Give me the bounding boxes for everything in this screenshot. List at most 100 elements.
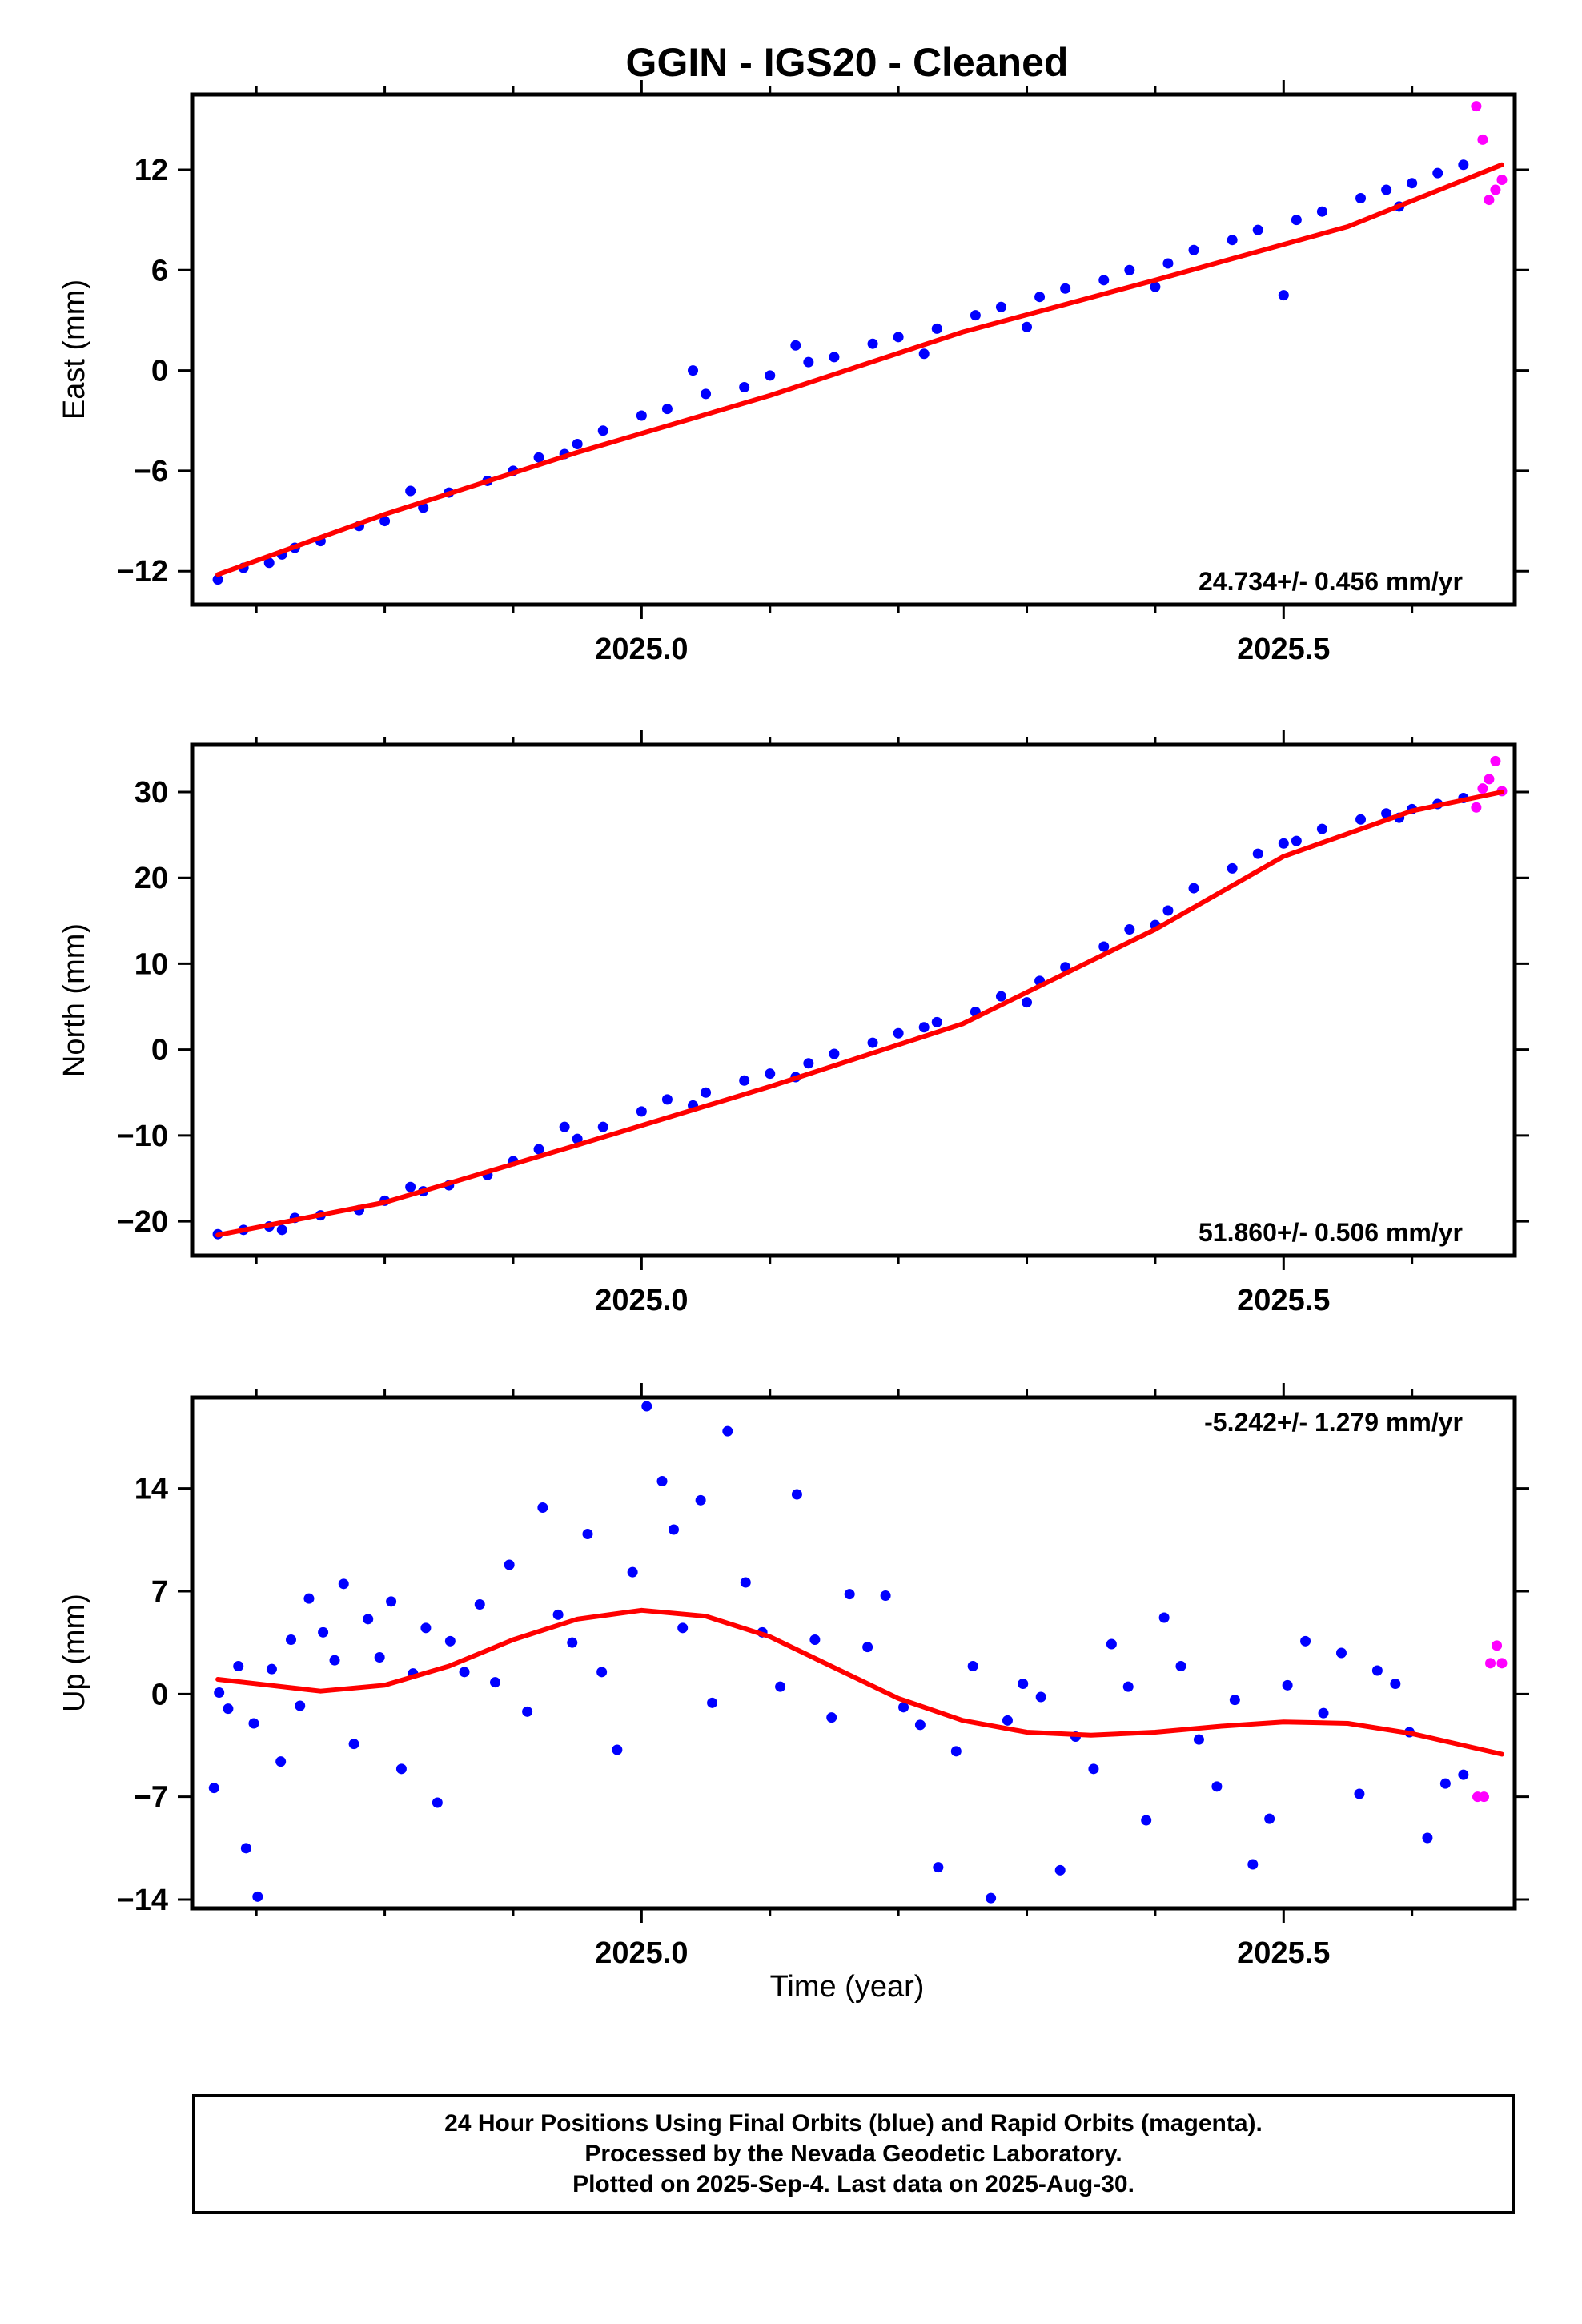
final-point-north — [533, 1144, 544, 1155]
final-point-up — [504, 1559, 515, 1570]
y-tick-label-up: −14 — [117, 1884, 168, 1917]
y-axis-label-up: Up (mm) — [58, 1594, 91, 1712]
final-point-up — [898, 1702, 909, 1713]
footer-line-1: 24 Hour Positions Using Final Orbits (bl… — [444, 2110, 1263, 2137]
final-point-north — [829, 1048, 840, 1059]
final-point-up — [1458, 1769, 1469, 1780]
final-point-north — [1381, 808, 1392, 819]
y-tick-label-north: 30 — [135, 776, 168, 810]
final-point-east — [597, 425, 608, 436]
final-point-up — [214, 1687, 225, 1698]
final-point-up — [950, 1746, 962, 1757]
final-point-east — [765, 370, 776, 381]
final-point-up — [537, 1502, 548, 1513]
final-point-up — [582, 1529, 593, 1539]
plot-frame-up — [190, 1395, 1517, 1911]
final-point-up — [1371, 1665, 1383, 1676]
rapid-point-up — [1485, 1658, 1496, 1669]
final-point-east — [212, 574, 223, 585]
x-tick-label-north: 2025.5 — [1237, 1284, 1330, 1317]
final-point-east — [379, 516, 391, 527]
final-point-up — [303, 1593, 315, 1604]
chart-title: GGIN - IGS20 - Cleaned — [626, 40, 1069, 85]
y-axis-label-east: East (mm) — [58, 279, 91, 420]
final-point-up — [596, 1667, 608, 1678]
final-point-up — [329, 1655, 340, 1666]
final-point-north — [995, 991, 1006, 1002]
final-point-north — [1355, 814, 1367, 825]
final-point-east — [1252, 224, 1263, 235]
rapid-point-east — [1471, 101, 1482, 112]
final-point-east — [1407, 178, 1418, 189]
final-point-north — [1098, 941, 1110, 952]
final-point-up — [1035, 1691, 1046, 1703]
final-point-up — [826, 1712, 837, 1723]
final-point-east — [867, 338, 878, 349]
rate-label-north: 51.860+/- 0.506 mm/yr — [1199, 1218, 1463, 1247]
y-tick-label-north: 10 — [135, 947, 168, 981]
final-point-up — [1054, 1864, 1066, 1876]
x-tick-label-east: 2025.5 — [1237, 633, 1330, 666]
rapid-point-east — [1477, 134, 1488, 145]
final-point-up — [1175, 1661, 1186, 1671]
final-point-up — [208, 1783, 219, 1794]
y-axis-label-north: North (mm) — [58, 923, 91, 1077]
y-tick-label-east: −6 — [134, 455, 168, 489]
final-point-north — [803, 1058, 814, 1069]
final-point-up — [1335, 1647, 1347, 1659]
final-point-up — [1122, 1681, 1134, 1692]
final-point-up — [567, 1637, 578, 1648]
final-point-up — [318, 1626, 329, 1638]
final-point-up — [1282, 1679, 1293, 1691]
rapid-point-up — [1496, 1658, 1508, 1669]
final-point-east — [1432, 167, 1443, 179]
final-point-up — [627, 1566, 638, 1578]
y-tick-label-east: 0 — [151, 355, 168, 388]
y-tick-label-east: 6 — [151, 254, 168, 287]
final-point-north — [1252, 848, 1263, 859]
final-point-north — [1278, 838, 1289, 849]
final-point-north — [701, 1087, 712, 1098]
fit-line-east — [215, 162, 1504, 577]
final-point-east — [661, 404, 673, 415]
y-tick-label-up: 14 — [135, 1473, 168, 1506]
x-tick-label-north: 2025.0 — [595, 1284, 688, 1317]
final-point-up — [295, 1700, 306, 1711]
final-point-east — [1034, 292, 1046, 303]
final-point-up — [432, 1797, 443, 1808]
final-point-up — [1211, 1781, 1223, 1792]
final-point-up — [1390, 1679, 1401, 1689]
final-point-up — [420, 1622, 432, 1634]
final-point-up — [612, 1744, 623, 1755]
rapid-point-north — [1484, 774, 1495, 785]
final-point-north — [1227, 862, 1238, 874]
panels: 2025.0 2025.5 −12 −6 0 6 12 East (mm) 24.734+/- … — [58, 80, 1529, 1970]
final-point-up — [707, 1697, 718, 1708]
final-point-east — [1316, 206, 1327, 217]
final-point-east — [1022, 321, 1033, 332]
final-point-up — [1439, 1778, 1451, 1789]
final-point-east — [1355, 192, 1367, 203]
final-point-up — [386, 1596, 397, 1607]
final-point-up — [1318, 1707, 1329, 1719]
final-point-east — [1278, 290, 1289, 301]
final-point-east — [405, 485, 416, 497]
final-point-up — [285, 1634, 296, 1645]
final-point-east — [790, 340, 801, 351]
final-point-up — [474, 1599, 485, 1610]
rapid-point-up — [1492, 1640, 1503, 1651]
final-point-east — [1188, 244, 1199, 255]
final-point-up — [1088, 1763, 1099, 1775]
final-point-east — [918, 348, 930, 360]
final-point-up — [1422, 1832, 1433, 1844]
final-point-up — [914, 1719, 926, 1731]
final-point-up — [862, 1642, 873, 1653]
final-point-north — [739, 1075, 750, 1086]
rapid-point-east — [1496, 175, 1508, 186]
final-point-north — [1162, 905, 1174, 916]
final-point-north — [661, 1094, 673, 1105]
final-point-north — [636, 1106, 647, 1117]
final-point-up — [1247, 1859, 1259, 1870]
final-point-east — [1291, 215, 1302, 226]
